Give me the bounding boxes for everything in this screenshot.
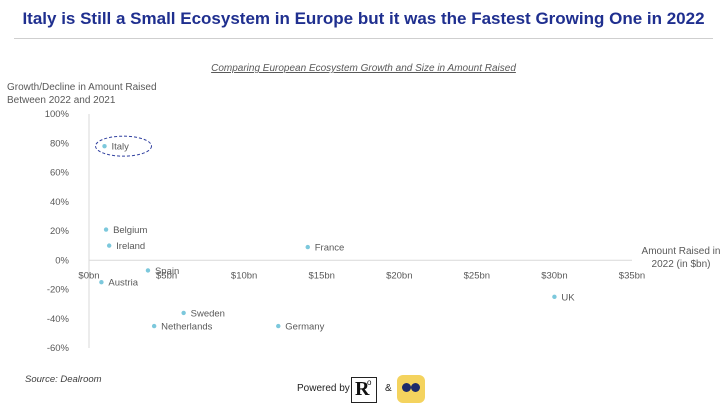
data-label-spain: Spain [155, 266, 179, 277]
data-label-italy: Italy [112, 142, 130, 153]
data-label-belgium: Belgium [113, 225, 147, 236]
data-label-uk: UK [561, 292, 575, 303]
powered-by-label: Powered by [297, 383, 350, 394]
x-tick-label: $15bn [309, 270, 335, 281]
y-tick-label: 40% [50, 197, 70, 208]
x-tick-label: $0bn [78, 270, 99, 281]
data-point-sweden [181, 310, 186, 316]
data-label-france: France [315, 243, 345, 254]
y-tick-label: -40% [47, 314, 70, 325]
x-axis-label: Amount Raised in 2022 (in $bn) [641, 246, 721, 270]
data-point-germany [276, 323, 281, 329]
data-point-netherlands [151, 323, 157, 329]
data-label-netherlands: Netherlands [161, 322, 212, 333]
data-point-uk [552, 294, 557, 300]
y-tick-label: 60% [50, 168, 70, 179]
highlight-ellipse [95, 135, 153, 157]
data-point-france [305, 244, 310, 250]
x-tick-label: $30bn [541, 270, 567, 281]
y-tick-label: -20% [47, 285, 70, 296]
data-label-sweden: Sweden [191, 308, 225, 319]
x-tick-label: $10bn [231, 270, 257, 281]
ampersand-label: & [385, 383, 392, 394]
page-title: Italy is Still a Small Ecosystem in Euro… [22, 9, 705, 28]
x-tick-label: $20bn [386, 270, 412, 281]
data-point-belgium [103, 227, 109, 232]
y-tick-label: 100% [45, 109, 70, 120]
binoculars-logo-icon [397, 375, 425, 403]
data-label-austria: Austria [108, 278, 138, 289]
y-tick-label: 0% [55, 255, 69, 266]
y-tick-label: -60% [47, 343, 70, 354]
chart-subtitle: Comparing European Ecosystem Growth and … [211, 63, 516, 74]
data-point-spain [145, 268, 151, 273]
data-point-ireland [106, 243, 112, 248]
y-axis-label: Growth/Decline in Amount Raised Between … [7, 82, 157, 106]
title-divider [14, 38, 713, 39]
data-label-ireland: Ireland [116, 241, 145, 252]
y-tick-label: 20% [50, 226, 70, 237]
x-tick-label: $35bn [619, 270, 645, 281]
data-point-austria [99, 279, 104, 285]
x-tick-label: $25bn [464, 270, 490, 281]
data-label-germany: Germany [285, 322, 324, 333]
data-point-italy [102, 143, 107, 149]
y-tick-label: 80% [50, 138, 70, 149]
x-tick-label: $5bn [156, 270, 177, 281]
source-note: Source: Dealroom [25, 374, 102, 385]
